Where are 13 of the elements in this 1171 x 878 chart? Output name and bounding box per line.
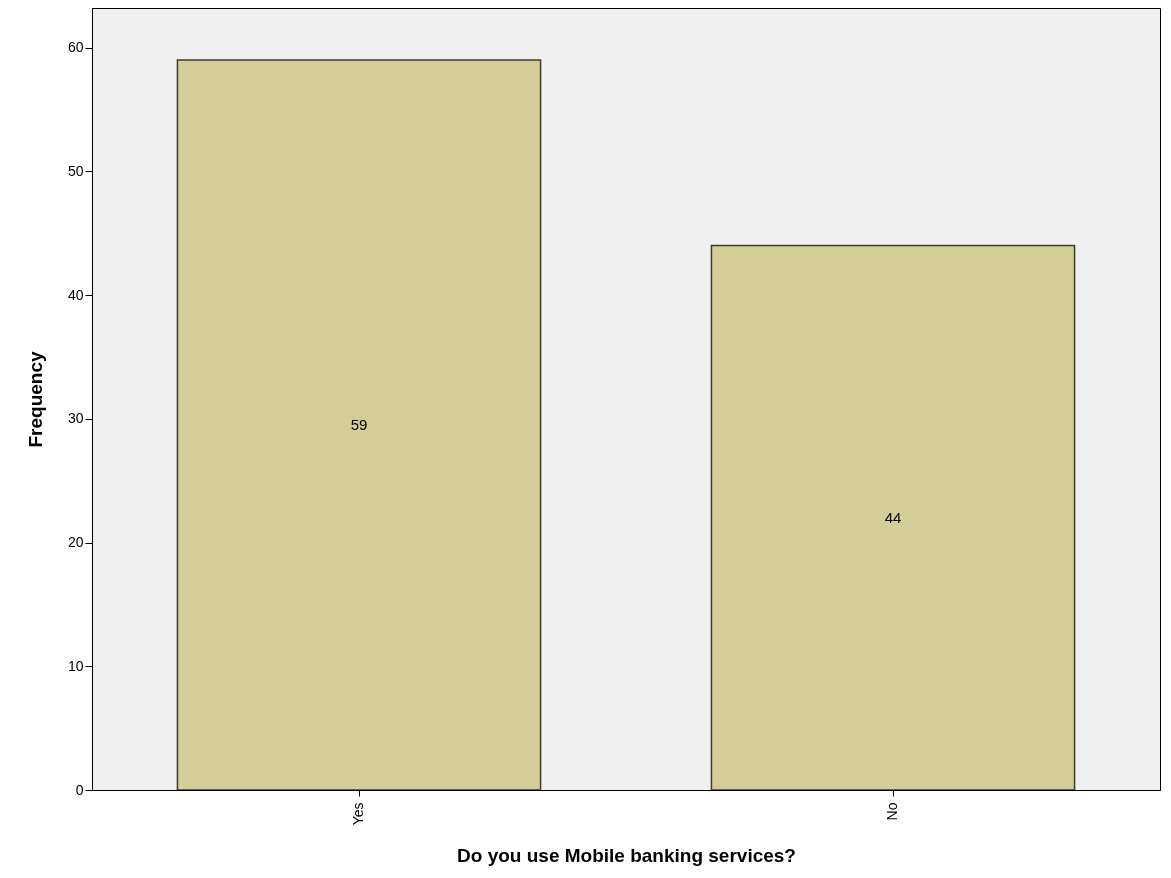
y-tick-label: 50: [67, 162, 84, 179]
y-tick-label: 60: [67, 39, 84, 56]
data-label: 59: [350, 415, 368, 433]
x-tick-label: No: [884, 802, 900, 821]
y-tick-label: 30: [67, 410, 84, 427]
x-tick-label: Yes: [350, 802, 366, 826]
y-tick-label: 40: [67, 286, 84, 303]
y-axis-title: Frequency: [24, 351, 46, 448]
x-axis-title: Do you use Mobile banking services?: [457, 845, 796, 867]
y-tick-label: 20: [67, 534, 84, 551]
y-tick-label: 10: [67, 657, 84, 674]
data-label: 44: [884, 508, 902, 526]
y-tick-label: 0: [75, 781, 84, 798]
